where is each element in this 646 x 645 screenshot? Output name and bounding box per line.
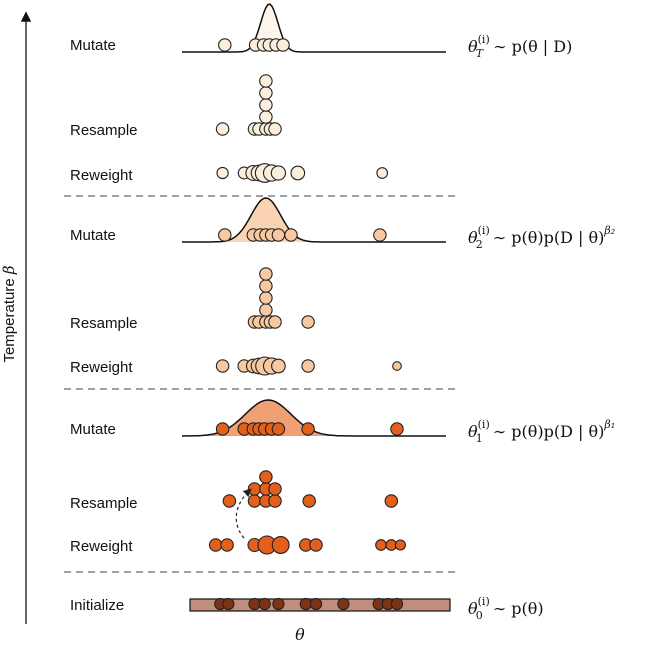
- stage-label-reweight-0: Reweight: [70, 538, 133, 555]
- stage-label-reweight-1: Reweight: [70, 359, 133, 376]
- resampled-particle: [259, 110, 273, 124]
- resampled-particle: [247, 494, 262, 508]
- weighted-particle: [271, 536, 290, 554]
- weighted-particle: [375, 539, 387, 551]
- particle: [301, 422, 315, 436]
- particle: [390, 422, 404, 436]
- stage-label-mutate-1: Mutate: [70, 421, 116, 438]
- resampled-particle: [259, 303, 273, 317]
- particle: [215, 422, 230, 436]
- resampled-particle: [259, 74, 273, 88]
- weighted-particle: [220, 538, 234, 552]
- resampled-particle: [259, 470, 273, 484]
- weighted-particle: [376, 167, 389, 179]
- weighted-particle: [392, 361, 402, 371]
- prior-sample: [248, 597, 261, 611]
- weighted-particle: [290, 165, 306, 181]
- stage-label-initialize: Initialize: [70, 597, 124, 614]
- resampled-particle: [259, 98, 273, 112]
- equation-beta1: θ(i) 1 ∼ p(θ)p(D | θ)β₁: [468, 418, 615, 445]
- weighted-particle: [216, 166, 229, 180]
- resample-arrow: [235, 488, 252, 539]
- resampled-particle: [268, 122, 282, 136]
- resampled-particle: [259, 267, 273, 281]
- resampled-particle: [268, 315, 282, 329]
- weighted-particle: [301, 359, 315, 373]
- resampled-particle: [302, 494, 316, 508]
- prior-sample: [390, 597, 404, 611]
- stage-label-mutate-2: Mutate: [70, 227, 116, 244]
- resampled-particle: [384, 494, 399, 508]
- prior-sample: [337, 597, 350, 611]
- equation-beta2: θ(i) 2 ∼ p(θ)p(D | θ)β₂: [468, 224, 615, 251]
- resampled-particle: [268, 494, 282, 508]
- particle: [373, 228, 387, 242]
- equation-prior: θ(i) 0 ∼ p(θ): [468, 595, 544, 622]
- particle: [276, 38, 290, 52]
- density-curve: [182, 3, 446, 53]
- resampled-particle: [301, 315, 315, 329]
- resampled-particle: [259, 86, 273, 100]
- prior-sample: [272, 597, 285, 611]
- weighted-particle: [270, 165, 287, 181]
- theta-axis-label: θ: [295, 625, 305, 644]
- equation-posterior: θ(i) T ∼ p(θ | D): [468, 33, 572, 60]
- resampled-particle: [247, 482, 262, 496]
- stage-label-mutate-T: Mutate: [70, 37, 116, 54]
- weighted-particle: [271, 358, 286, 374]
- particle-layer: [182, 3, 451, 612]
- particle: [218, 228, 232, 242]
- stage-label-resample-2: Resample: [70, 122, 138, 139]
- resampled-particle: [259, 291, 273, 305]
- resampled-particle: [222, 494, 237, 508]
- particle: [284, 228, 298, 242]
- prior-sample: [309, 597, 323, 611]
- prior-sample: [299, 597, 312, 611]
- resampled-particle: [268, 482, 282, 496]
- stage-label-resample-0: Resample: [70, 495, 138, 512]
- resampled-particle: [215, 122, 230, 136]
- weighted-particle: [215, 359, 230, 373]
- weighted-particle: [208, 538, 223, 552]
- temperature-axis-label: Temperature β: [0, 265, 18, 362]
- weighted-particle: [394, 539, 406, 551]
- stage-label-reweight-2: Reweight: [70, 167, 133, 184]
- prior-sample: [222, 597, 235, 611]
- particle: [271, 228, 286, 242]
- stage-label-resample-1: Resample: [70, 315, 138, 332]
- weighted-particle: [309, 538, 323, 552]
- prior-sample: [258, 597, 271, 611]
- particle: [271, 422, 286, 436]
- particle: [218, 38, 232, 52]
- resampled-particle: [259, 279, 273, 293]
